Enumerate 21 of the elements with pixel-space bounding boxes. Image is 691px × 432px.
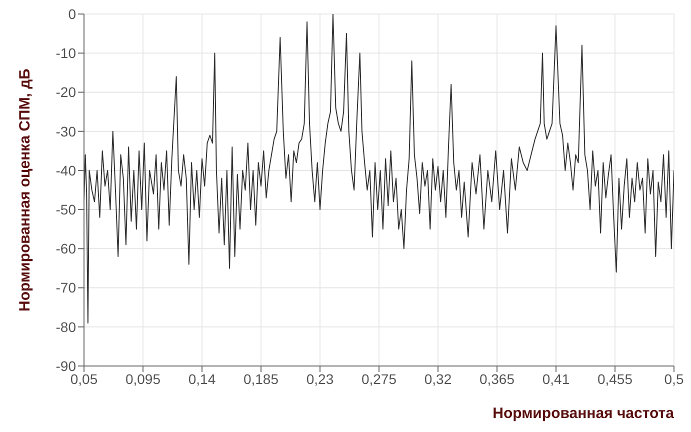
y-tick-label: -10: [56, 45, 76, 62]
x-axis-title: Нормированная частота: [492, 405, 675, 422]
x-tick-label: 0,14: [188, 370, 216, 387]
x-tick-label: 0,095: [125, 370, 161, 387]
y-tick-label: -50: [56, 202, 76, 218]
y-tick-label: -60: [56, 240, 76, 257]
y-axis-title: Нормированная оценка СПМ, дБ: [16, 68, 34, 312]
y-tick-label: 0: [68, 6, 76, 22]
x-tick-label: 0,455: [597, 370, 633, 387]
x-tick-label: 0,275: [361, 370, 397, 387]
x-tick-label: 0,365: [479, 370, 515, 387]
y-tick-label: -70: [56, 280, 76, 296]
x-tick-label: 0,23: [306, 370, 334, 387]
x-tick-label: 0,185: [243, 370, 279, 387]
x-tick-label: 0,41: [542, 370, 570, 387]
x-tick-label: 0,32: [424, 370, 452, 387]
y-tick-label: -30: [56, 123, 76, 140]
y-tick-label: -20: [56, 84, 76, 100]
y-tick-label: -40: [56, 162, 76, 178]
x-tick-label: 0,5: [664, 370, 684, 387]
y-tick-label: -80: [56, 318, 76, 335]
